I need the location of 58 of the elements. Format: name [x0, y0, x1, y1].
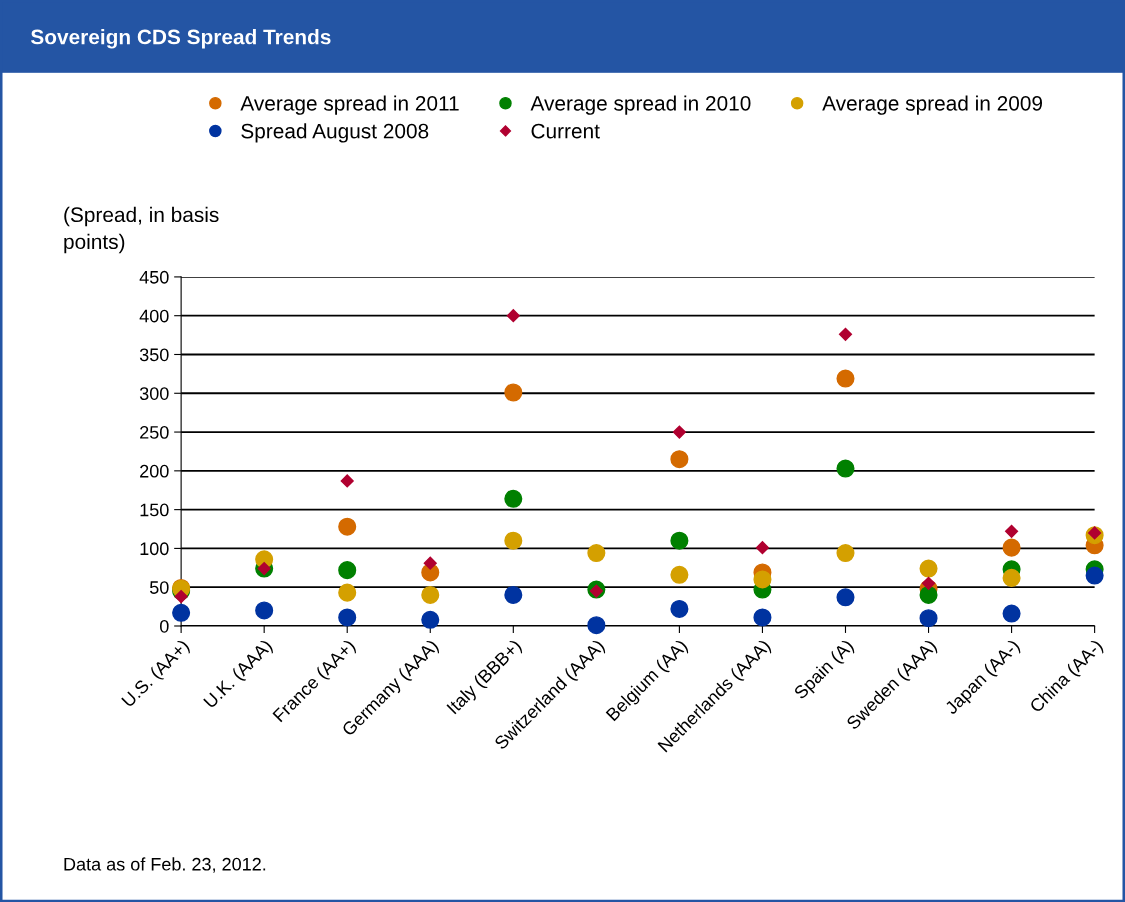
- legend-label: Spread August 2008: [241, 123, 429, 143]
- point: [587, 616, 606, 635]
- point: [1085, 566, 1104, 585]
- point: [506, 309, 520, 323]
- legend-label: Average spread in 2011: [240, 95, 459, 115]
- chart-title: Sovereign CDS Spread Trends: [30, 29, 331, 49]
- point: [338, 517, 357, 536]
- point: [755, 541, 770, 555]
- y-tick-label: 400: [139, 309, 169, 323]
- point: [919, 585, 938, 604]
- point: [1002, 568, 1021, 587]
- y-tick-label: 250: [140, 425, 169, 439]
- point: [921, 576, 936, 590]
- point: [1004, 524, 1019, 538]
- point: [421, 610, 440, 629]
- point: [919, 559, 938, 578]
- point: [670, 599, 689, 618]
- text: Data as of Feb. 23, 2012.: [64, 857, 266, 873]
- legend-label: Average spread in 2009: [822, 95, 1043, 115]
- y-tick-label: 350: [139, 348, 169, 362]
- point: [670, 531, 689, 550]
- point: [753, 570, 772, 589]
- point: [753, 608, 772, 627]
- point: [836, 459, 855, 478]
- point: [421, 585, 440, 604]
- point: [1002, 538, 1021, 557]
- y-tick-label: 0: [159, 619, 169, 633]
- point: [504, 489, 523, 508]
- point: [836, 369, 855, 388]
- point: [504, 585, 523, 604]
- y-tick-label: 200: [140, 464, 169, 478]
- point: [504, 531, 523, 550]
- y-tick-label: 100: [140, 542, 169, 556]
- legend-label: Current: [531, 123, 600, 139]
- point: [670, 450, 689, 469]
- point: [836, 588, 855, 607]
- y-tick-label: 150: [140, 503, 169, 517]
- point: [672, 425, 686, 439]
- y-tick-label: 300: [139, 387, 169, 400]
- y-tick-label: 450: [139, 270, 169, 284]
- point: [340, 474, 354, 488]
- point: [587, 544, 606, 563]
- y-axis-title: (Spread, in basis points): [64, 206, 219, 254]
- point: [255, 601, 274, 620]
- point: [838, 327, 853, 341]
- point: [338, 608, 357, 627]
- point: [338, 583, 357, 602]
- point: [1002, 604, 1021, 623]
- point: [836, 544, 855, 563]
- y-tick-label: 50: [149, 581, 169, 594]
- legend-label: Average spread in 2010: [530, 95, 751, 115]
- point: [423, 556, 437, 570]
- point: [174, 589, 188, 604]
- point: [919, 609, 938, 628]
- point: [670, 565, 689, 584]
- point: [504, 383, 523, 402]
- point: [172, 603, 191, 622]
- point: [338, 561, 357, 580]
